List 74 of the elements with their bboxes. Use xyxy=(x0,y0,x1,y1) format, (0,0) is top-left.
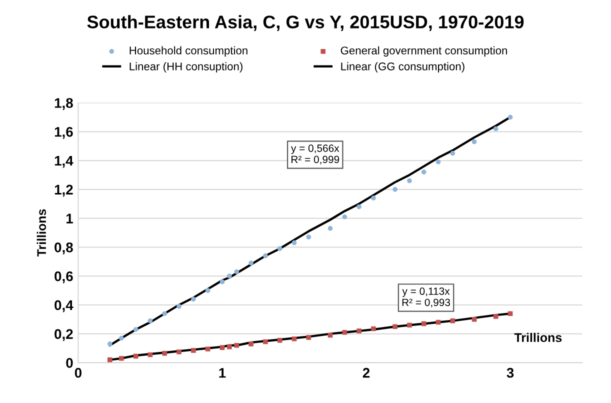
y-tick-label: 0,8 xyxy=(54,242,73,254)
point xyxy=(191,296,196,302)
point xyxy=(191,348,196,353)
point xyxy=(342,214,348,220)
point xyxy=(493,126,498,132)
point xyxy=(133,327,138,332)
line-series xyxy=(108,116,512,346)
y-tick-label: 1,8 xyxy=(54,98,73,110)
point xyxy=(263,253,268,258)
legend-label: Linear (GG consumption) xyxy=(341,62,464,73)
point xyxy=(407,322,412,328)
x-tick-label: 1 xyxy=(219,368,226,378)
point xyxy=(107,342,112,346)
point xyxy=(119,336,124,341)
point xyxy=(421,321,426,326)
point xyxy=(248,260,254,266)
point xyxy=(342,330,348,335)
point xyxy=(107,357,112,362)
legend-label: Linear (HH consuption) xyxy=(130,62,242,73)
point xyxy=(371,326,376,332)
y-tick-label: 0,6 xyxy=(54,271,73,284)
x-axis-title: Trillions xyxy=(514,332,562,342)
point xyxy=(220,345,225,350)
point xyxy=(292,336,297,342)
point xyxy=(356,328,362,334)
point xyxy=(371,196,376,200)
point xyxy=(248,342,254,346)
point xyxy=(234,269,240,274)
point xyxy=(205,288,210,293)
y-tick-label: 0,2 xyxy=(54,329,73,341)
point xyxy=(306,234,312,240)
point xyxy=(176,349,182,354)
y-tick-label: 1,4 xyxy=(54,156,74,168)
point xyxy=(328,226,333,231)
point xyxy=(277,246,282,252)
point xyxy=(450,150,456,156)
y-tick-label: 0,4 xyxy=(54,300,74,312)
y-tick-label: 1,2 xyxy=(54,184,73,197)
point xyxy=(220,279,225,284)
point xyxy=(176,304,182,309)
legend-label: Household consumption xyxy=(130,46,248,57)
y-tick-label: 1,6 xyxy=(54,126,73,139)
y-axis-title: Trillions xyxy=(36,209,46,257)
point xyxy=(421,170,426,174)
x-tick-label: 2 xyxy=(362,368,370,378)
point xyxy=(227,274,232,278)
y-tick-label: 0 xyxy=(66,358,73,368)
point xyxy=(234,342,240,348)
point xyxy=(119,356,124,361)
point xyxy=(162,311,168,316)
legend-label: General government consumption xyxy=(340,46,507,57)
point xyxy=(205,346,210,352)
point xyxy=(162,350,168,356)
point xyxy=(227,344,232,350)
point xyxy=(508,311,513,316)
point xyxy=(263,339,268,344)
point xyxy=(356,204,362,210)
x-tick-label: 0 xyxy=(74,368,82,378)
point xyxy=(436,160,441,164)
chart-title: South-Eastern Asia, C, G vs Y, 2015USD, 1970-2019 xyxy=(87,15,524,32)
point xyxy=(472,316,477,322)
y-tick-label: 1 xyxy=(66,214,73,224)
annotation: y = 0,113x R² = 0,993 xyxy=(402,288,450,308)
point xyxy=(306,335,312,340)
point xyxy=(472,139,477,144)
point xyxy=(292,240,297,246)
point xyxy=(508,114,513,120)
x-tick-label: 3 xyxy=(506,368,514,378)
annotation: y = 0,566x R² = 0,999 xyxy=(290,144,340,164)
point xyxy=(392,324,398,330)
point xyxy=(407,178,412,184)
point xyxy=(493,314,498,319)
point xyxy=(392,187,398,192)
point xyxy=(148,318,153,324)
